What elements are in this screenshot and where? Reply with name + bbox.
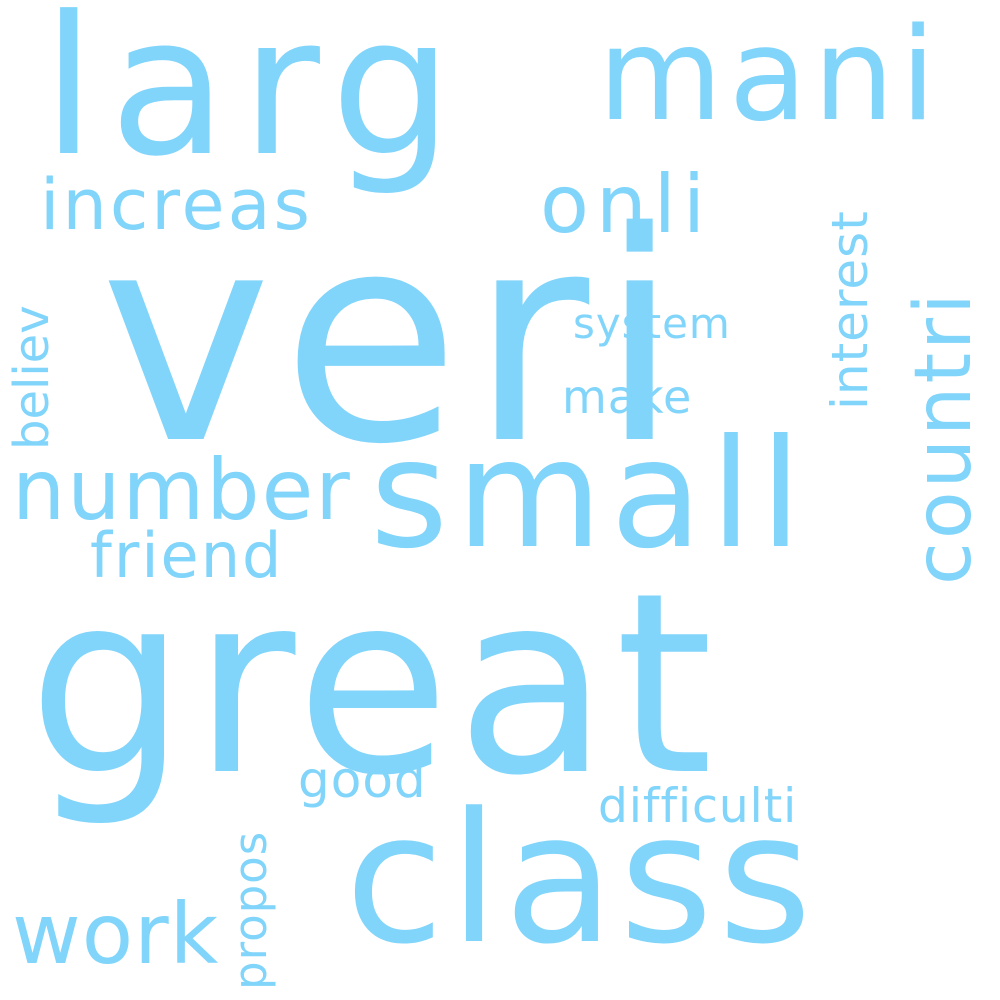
word-veri: veri [100, 171, 690, 508]
word-increas: increas [40, 164, 313, 246]
word-small: small [370, 408, 810, 582]
word-mani: mani [598, 1, 942, 150]
word-onli: onli [540, 158, 713, 251]
word-larg: larg [42, 0, 467, 199]
word-believ: believ [4, 305, 60, 450]
word-great: great [28, 539, 720, 830]
word-system: system [573, 299, 731, 348]
word-propos: propos [224, 830, 277, 990]
word-make: make [562, 370, 693, 424]
word-good: good [298, 751, 427, 809]
word-friend: friend [90, 519, 284, 592]
word-class: class [345, 775, 817, 984]
word-number: number [12, 441, 352, 539]
word-interest: interest [821, 210, 879, 410]
word-difficulti: difficulti [598, 779, 798, 834]
word-work: work [12, 885, 220, 983]
word-countri: countri [899, 290, 989, 585]
